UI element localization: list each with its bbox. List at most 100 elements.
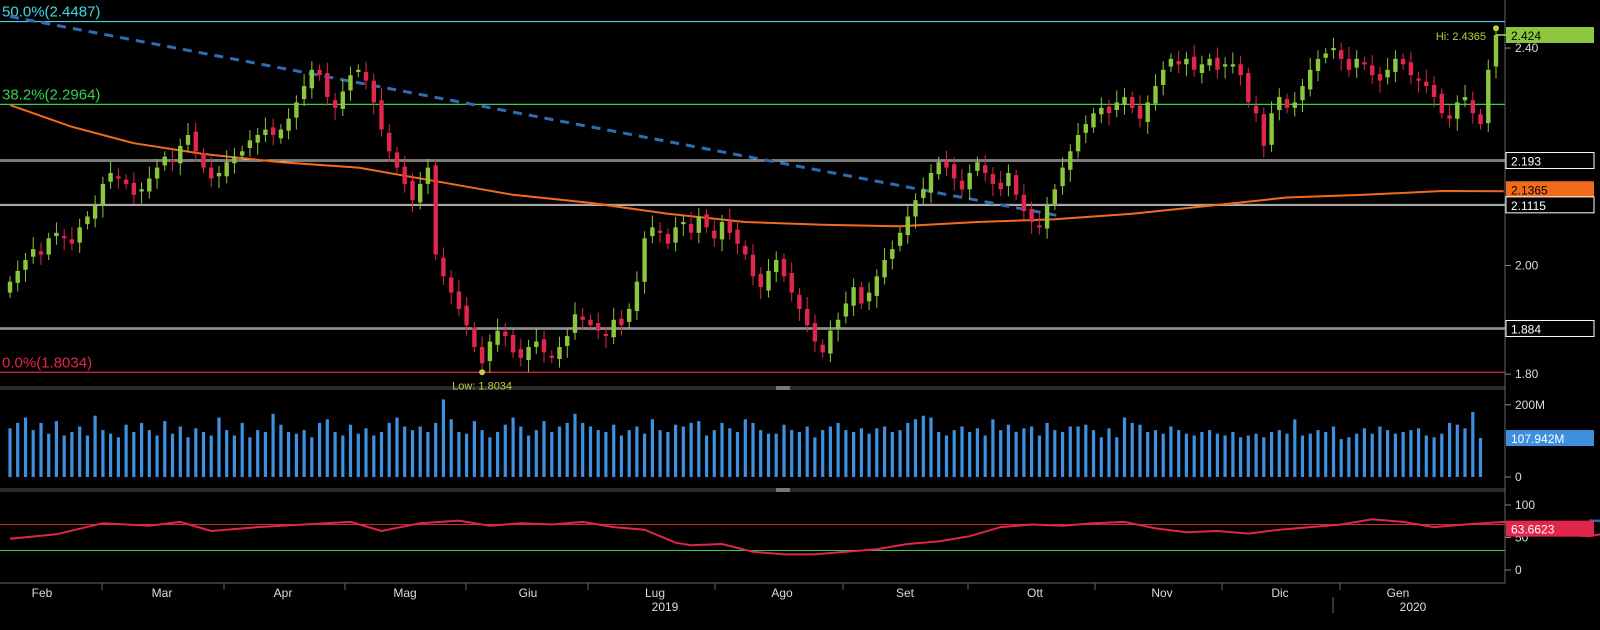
volume-bar: [991, 419, 995, 477]
candle-body: [657, 230, 663, 233]
volume-bar: [674, 424, 678, 477]
candle-body: [100, 183, 106, 206]
candle-body: [46, 238, 51, 255]
candle-body: [495, 330, 500, 345]
volume-bar: [341, 435, 345, 477]
candle-body: [441, 257, 446, 277]
candle-body: [301, 86, 307, 100]
candle-body: [418, 183, 423, 203]
level-value-label-bg: [1506, 196, 1594, 213]
candle-body: [1114, 102, 1119, 110]
volume-bar: [1115, 437, 1119, 477]
candle-body: [1385, 69, 1390, 78]
volume-bar: [604, 431, 608, 477]
candle-body: [1199, 64, 1205, 73]
candle-body: [882, 260, 887, 278]
candle-body: [123, 179, 129, 184]
candle-body: [363, 72, 369, 81]
candle-body: [557, 347, 562, 359]
volume-bar: [1331, 426, 1336, 477]
candle-body: [54, 232, 59, 237]
volume-bar: [426, 431, 430, 477]
volume-bar: [681, 426, 685, 477]
volume-bar: [54, 421, 58, 477]
volume-bar: [1455, 424, 1459, 477]
candle-body: [1431, 85, 1437, 97]
candle-body: [990, 174, 996, 184]
volume-bar: [805, 426, 809, 477]
candle-body: [1222, 64, 1228, 67]
volume-bar: [1300, 435, 1305, 477]
volume-bar: [1122, 417, 1127, 477]
volume-bar: [403, 426, 407, 477]
candle-body: [1091, 113, 1096, 128]
candle-body: [1493, 35, 1499, 67]
volume-bar: [1177, 430, 1181, 477]
volume-bar: [302, 430, 306, 477]
candle-body: [487, 341, 493, 362]
volume-bar: [975, 428, 979, 477]
volume-tick-label: 200M: [1515, 398, 1545, 412]
candle-body: [201, 153, 206, 168]
volume-bar: [1084, 424, 1088, 477]
volume-bar: [1293, 419, 1297, 477]
volume-bar: [511, 417, 515, 477]
candle-body: [1339, 50, 1344, 59]
candle-body: [921, 189, 926, 198]
candle-body: [642, 238, 647, 282]
candle-body: [1300, 86, 1305, 101]
candle-body: [758, 274, 763, 288]
volume-bar: [1347, 437, 1351, 477]
candle-body: [603, 333, 609, 337]
level-value-label: 2.1115: [1511, 199, 1546, 213]
candle-body: [1284, 99, 1290, 108]
month-label: Gen: [1387, 586, 1410, 600]
volume-bar: [828, 426, 832, 477]
volume-bar: [960, 426, 964, 477]
volume-bar: [395, 417, 399, 477]
candle-body: [1292, 102, 1297, 108]
candle-body: [1068, 151, 1073, 170]
price-tick-label: 2.40: [1515, 41, 1539, 55]
volume-bar: [155, 435, 159, 477]
volume-bar: [1417, 428, 1421, 477]
candle-body: [433, 165, 438, 255]
candle-body: [317, 69, 322, 76]
candle-body: [255, 135, 260, 143]
candle-body: [1400, 58, 1406, 65]
candle-body: [781, 258, 787, 277]
volume-bar: [256, 430, 260, 477]
candle-body: [890, 249, 895, 259]
candle-body: [1099, 107, 1104, 115]
volume-bar: [496, 431, 500, 477]
volume-bar: [503, 424, 507, 477]
low-marker: [479, 369, 486, 376]
volume-bar: [720, 422, 724, 477]
candle-body: [1013, 175, 1019, 195]
month-label: Mar: [152, 586, 173, 600]
volume-bar: [557, 426, 562, 477]
volume-bar: [1061, 431, 1065, 477]
volume-bar: [821, 430, 825, 477]
candle-body: [402, 166, 407, 184]
candle-body: [294, 102, 299, 118]
month-label: Ott: [1027, 586, 1044, 600]
level-value-border: [1505, 319, 1595, 337]
volume-bar: [952, 430, 956, 477]
candle-body: [905, 216, 910, 235]
volume-bar: [743, 419, 747, 477]
volume-bar: [697, 421, 701, 477]
volume-bar: [410, 430, 415, 477]
volume-bar: [1277, 430, 1281, 477]
candle-body: [959, 180, 965, 190]
volume-bar: [248, 437, 252, 477]
volume-bar: [619, 435, 623, 477]
volume-bar: [194, 428, 198, 477]
candle-body: [820, 344, 825, 353]
volume-bar: [465, 433, 469, 477]
volume-bar: [1355, 433, 1359, 477]
volume-bar: [1192, 435, 1196, 477]
candle-body: [92, 205, 98, 219]
candle-body: [835, 319, 841, 330]
candle-body: [1269, 113, 1274, 145]
